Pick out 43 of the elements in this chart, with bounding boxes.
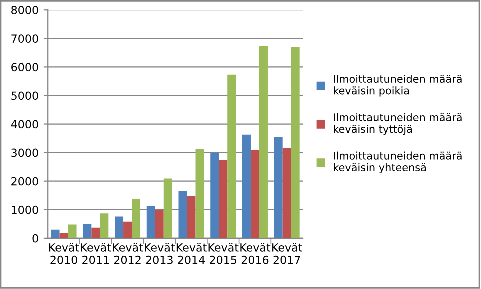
legend-label: Ilmoittautuneiden määrä keväisin yhteensä [334,152,462,174]
bar [92,228,100,238]
bar [250,150,260,238]
bar [196,149,204,238]
bar [51,230,60,238]
bar [124,222,132,238]
y-tick-label: 8000 [12,6,38,14]
y-tick-label: 4000 [11,120,38,129]
bar [83,224,92,238]
y-tick-label: 2000 [12,177,38,186]
bar [68,224,77,238]
bar [132,199,141,238]
bar [228,74,236,238]
bar [100,214,109,238]
bar [282,148,292,238]
x-tick-label: Kevät 2016 [240,243,271,264]
bar [178,191,188,238]
bar [164,178,172,238]
bar [242,134,251,238]
bar [155,210,164,238]
y-tick-label: 3000 [12,148,38,158]
x-tick-label: Kevät 2011 [81,243,112,264]
x-tick-label: Kevät 2013 [145,243,176,264]
y-tick-label: 7000 [12,34,38,44]
x-tick-label: Kevät 2015 [208,243,239,264]
x-tick-label: Kevät 2017 [272,243,302,264]
bar [259,46,268,238]
legend-label: Ilmoittautuneiden määrä keväisin poikia [334,74,462,97]
x-tick-label: Kevät 2012 [113,243,144,264]
legend-label: Ilmoittautuneiden määrä keväisin tyttöjä [334,113,462,136]
y-tick-label: 6000 [12,63,38,72]
y-tick-label: 0 [32,234,38,243]
x-tick-label: Kevät 2010 [49,243,80,264]
bar [219,160,228,238]
bar [291,48,300,238]
bar [115,216,124,238]
y-tick-label: 1000 [12,206,38,214]
x-tick-label: Kevät 2014 [176,243,207,264]
bar [146,206,156,238]
bar [274,137,283,238]
bar [187,196,196,238]
y-tick-label: 5000 [12,92,38,100]
bar [210,152,220,238]
